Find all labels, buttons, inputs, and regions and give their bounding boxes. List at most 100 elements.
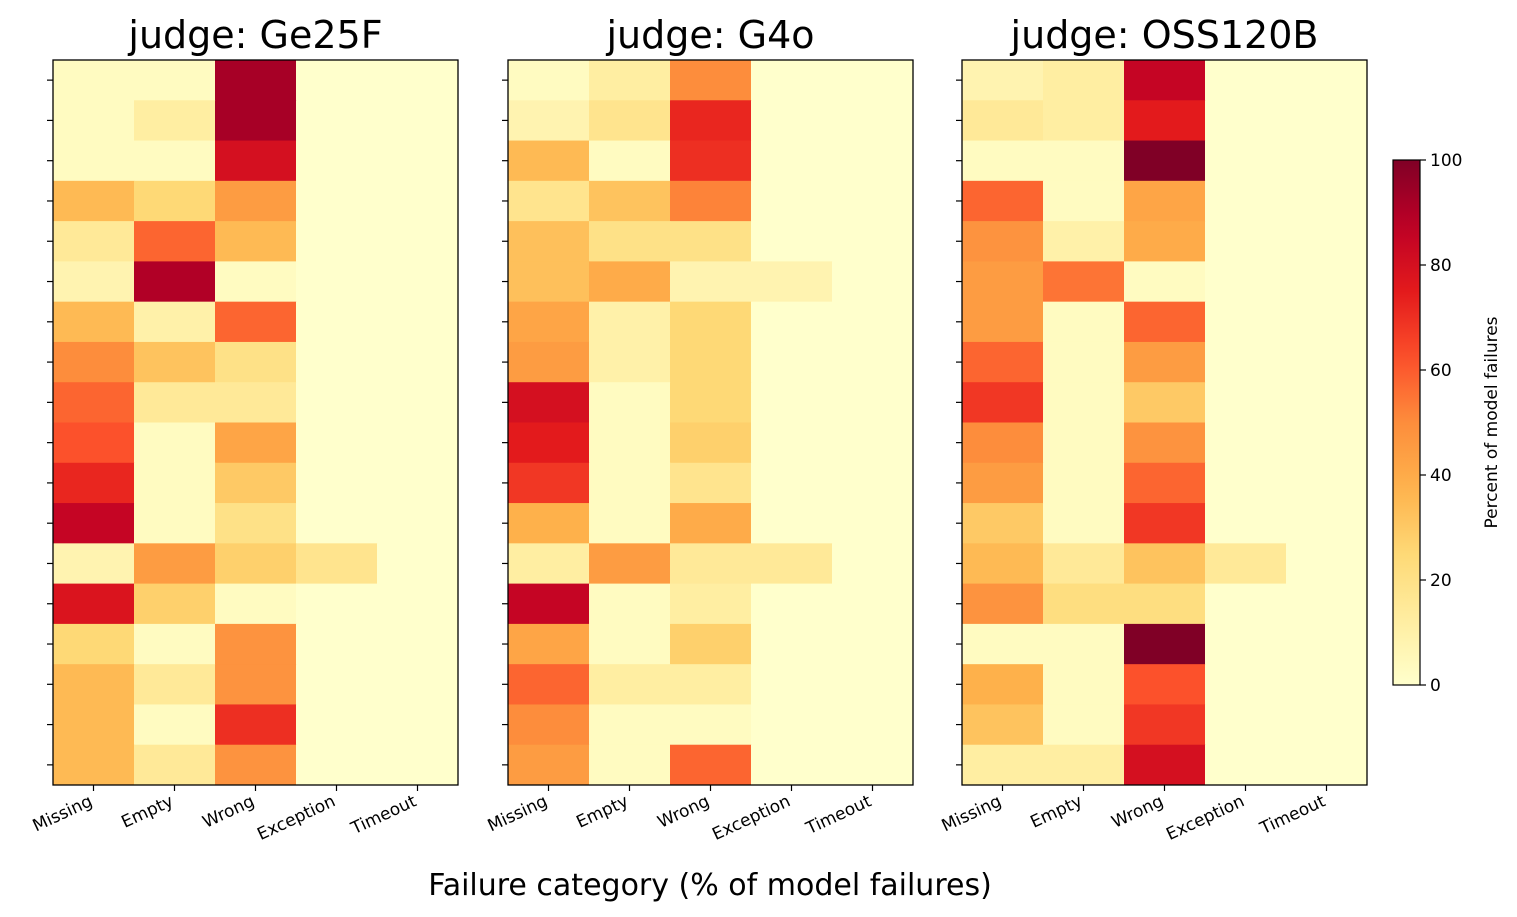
heatmap-cell xyxy=(670,623,752,665)
heatmap-cell xyxy=(1124,301,1206,343)
heatmap-cell xyxy=(377,583,459,625)
heatmap-cell xyxy=(1043,261,1125,303)
heatmap-cell xyxy=(1124,100,1206,142)
heatmap-cell xyxy=(377,422,459,464)
heatmap-cell xyxy=(589,664,671,705)
heatmap-cell xyxy=(832,301,914,343)
heatmap-cell xyxy=(589,744,671,786)
panel-title: judge: OSS120B xyxy=(1010,13,1319,57)
heatmap-cell xyxy=(1286,543,1368,585)
heatmap-cell xyxy=(1043,704,1125,746)
x-tick-label: Exception xyxy=(254,791,338,844)
x-tick-label: Missing xyxy=(939,791,1005,836)
heatmap-cell xyxy=(1043,422,1125,464)
heatmap-cell xyxy=(1205,100,1287,142)
heatmap-cell xyxy=(134,60,216,101)
heatmap-cell xyxy=(134,100,216,142)
heatmap-cell xyxy=(53,462,135,504)
heatmap-cell xyxy=(296,422,378,464)
heatmap-cell xyxy=(751,140,833,182)
heatmap-cell xyxy=(751,261,833,303)
heatmap-cell xyxy=(1286,583,1368,625)
heatmap-cell xyxy=(53,704,135,746)
heatmap-cell xyxy=(1286,221,1368,262)
heatmap-cell xyxy=(670,382,752,423)
colorbar-tick-label: 60 xyxy=(1430,361,1452,381)
heatmap-cell xyxy=(215,221,297,262)
heatmap-cell xyxy=(1286,100,1368,142)
heatmap-cell xyxy=(832,341,914,383)
panel-title: judge: Ge25F xyxy=(127,13,382,57)
heatmap-cell xyxy=(296,60,378,101)
heatmap-cell xyxy=(1124,583,1206,625)
heatmap-cell xyxy=(377,543,459,585)
heatmap-cell xyxy=(1124,704,1206,746)
heatmap-cell xyxy=(962,422,1044,464)
heatmap-cell xyxy=(751,100,833,142)
x-tick-label: Exception xyxy=(1163,791,1247,844)
heatmap-cell xyxy=(751,341,833,383)
heatmap-cell xyxy=(1043,744,1125,786)
heatmap-cell xyxy=(215,664,297,705)
heatmap-cell xyxy=(215,503,297,544)
heatmap-cell xyxy=(134,704,216,746)
heatmap-cell xyxy=(1286,301,1368,343)
heatmap-cell xyxy=(377,341,459,383)
x-tick-label: Wrong xyxy=(200,791,258,832)
heatmap-cell xyxy=(1205,341,1287,383)
heatmap-cell xyxy=(751,503,833,544)
x-tick-label: Timeout xyxy=(1256,791,1329,839)
colorbar xyxy=(1392,159,1421,686)
heatmap-cell xyxy=(962,100,1044,142)
heatmap-cell xyxy=(751,664,833,705)
heatmap-cell xyxy=(377,664,459,705)
heatmap-cell xyxy=(751,422,833,464)
heatmap-cell xyxy=(508,341,590,383)
heatmap-cell xyxy=(1124,744,1206,786)
heatmap-cell xyxy=(134,301,216,343)
colorbar-tick-label: 40 xyxy=(1430,466,1452,486)
heatmap-cell xyxy=(215,140,297,182)
heatmap-cell xyxy=(377,140,459,182)
heatmap-cell xyxy=(134,180,216,222)
x-tick-label: Wrong xyxy=(655,791,713,832)
heatmap-cell xyxy=(1286,503,1368,544)
heatmap-cell xyxy=(508,140,590,182)
heatmap-cell xyxy=(1043,301,1125,343)
x-tick-label: Wrong xyxy=(1109,791,1167,832)
heatmap-cell xyxy=(832,382,914,423)
x-tick-label: Missing xyxy=(30,791,96,836)
heatmap-cell xyxy=(53,221,135,262)
heatmap-cell xyxy=(296,462,378,504)
heatmap-cell xyxy=(962,583,1044,625)
heatmap-cell xyxy=(377,744,459,786)
heatmap-cell xyxy=(53,301,135,343)
x-tick-label: Empty xyxy=(118,791,176,832)
heatmap-cell xyxy=(377,100,459,142)
heatmap-cell xyxy=(832,180,914,222)
x-tick-label: Timeout xyxy=(802,791,875,839)
heatmap-cell xyxy=(134,744,216,786)
heatmap-cell xyxy=(1286,623,1368,665)
heatmap-cell xyxy=(670,341,752,383)
heatmap-cell xyxy=(1043,623,1125,665)
heatmap-cell xyxy=(296,100,378,142)
heatmap-cell xyxy=(53,140,135,182)
heatmap-cell xyxy=(1124,341,1206,383)
heatmap-cell xyxy=(1205,221,1287,262)
heatmap-cell xyxy=(1205,60,1287,101)
heatmap-cell xyxy=(589,704,671,746)
heatmap-cell xyxy=(670,462,752,504)
heatmap-cell xyxy=(962,301,1044,343)
heatmap-cell xyxy=(1124,60,1206,101)
heatmap-cell xyxy=(589,422,671,464)
heatmap-cell xyxy=(377,261,459,303)
heatmap-cell xyxy=(1043,221,1125,262)
heatmap-cell xyxy=(670,704,752,746)
colorbar-tick-label: 20 xyxy=(1430,571,1452,591)
heatmap-cell xyxy=(1124,664,1206,705)
heatmap-cell xyxy=(134,221,216,262)
heatmap-cell xyxy=(1286,422,1368,464)
heatmap-cell xyxy=(589,341,671,383)
